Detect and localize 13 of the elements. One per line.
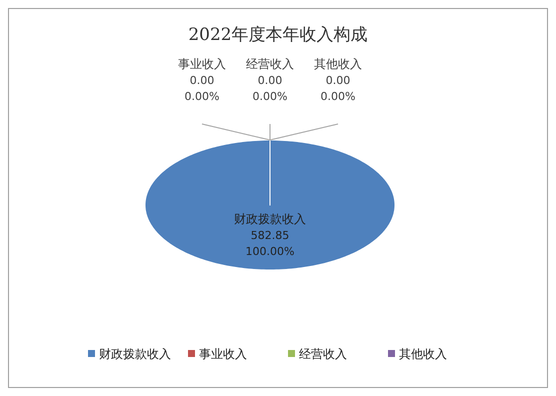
legend-label: 财政拨款收入 xyxy=(99,347,171,361)
legend-label: 事业收入 xyxy=(199,347,247,361)
text: 0.00 0.00% xyxy=(320,74,356,103)
text: 0.00 0.00% xyxy=(184,74,220,103)
category-label: 经营收入 xyxy=(246,57,294,71)
category-label: 其他收入 xyxy=(314,57,362,71)
category-label: 事业收入 xyxy=(178,57,226,71)
text: 0.00 0.00% xyxy=(252,74,288,103)
legend-label: 其他收入 xyxy=(399,347,447,361)
slice-label: 财政拨款收入 xyxy=(234,212,306,226)
legend-label: 经营收入 xyxy=(299,347,347,361)
chart-title: 2022年度本年收入构成 xyxy=(188,25,368,45)
data-label: 582.85 100.00% xyxy=(246,229,294,258)
